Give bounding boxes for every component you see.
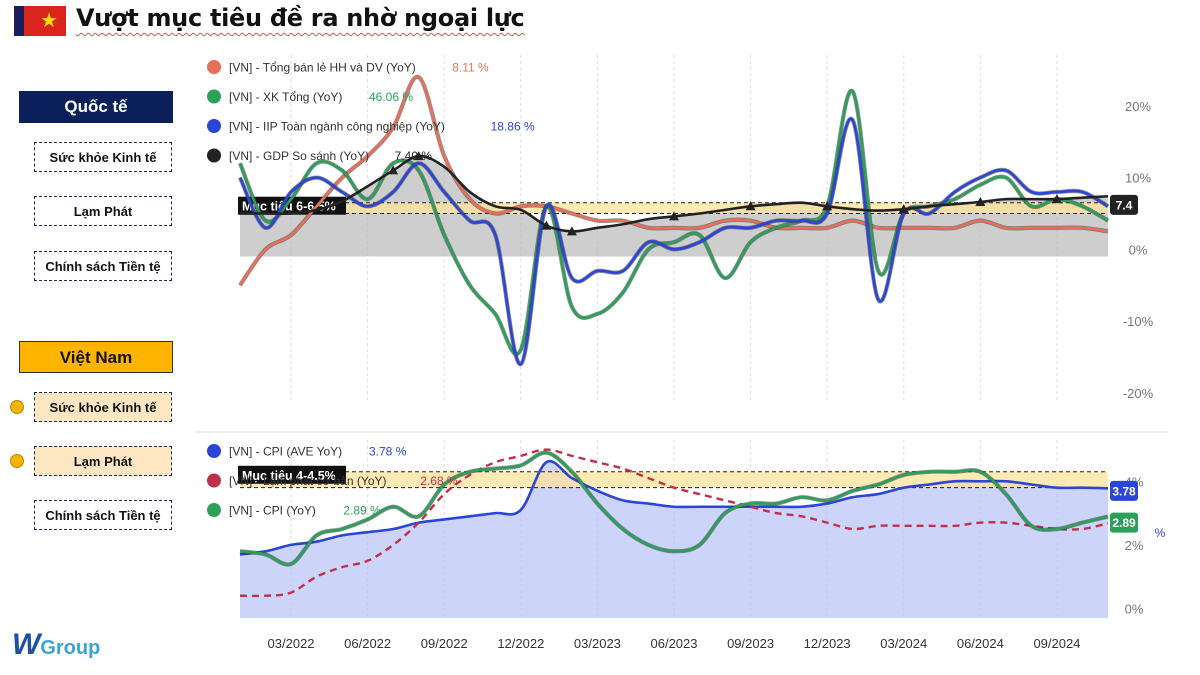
y-tick-label: 0% <box>1125 601 1144 616</box>
y-tick-label: 2% <box>1125 538 1144 553</box>
legend-value: 2.68 % <box>420 474 458 488</box>
series-area-fill <box>240 461 1108 618</box>
legend-label: [VN] - CPI (AVE YoY) <box>229 445 342 459</box>
legend-value: 46.06 % <box>369 90 413 104</box>
last-value-label: 3.78 <box>1110 480 1138 501</box>
gdp-marker <box>388 165 399 175</box>
x-tick-label: 03/2023 <box>574 636 621 651</box>
bullet-dot-icon <box>10 454 24 468</box>
gdp-marker <box>1051 194 1062 204</box>
x-tick-label: 03/2022 <box>268 636 315 651</box>
legend-marker <box>207 148 221 163</box>
x-tick-label: 12/2023 <box>804 636 851 651</box>
last-value-text: 3.78 <box>1112 484 1136 498</box>
series-line <box>239 448 1109 598</box>
gdp-marker <box>669 211 679 221</box>
chart-top-growth: 20%10%0%-10%-20%Mục tiêu 6-6.5% 7.4[VN] -… <box>207 60 1154 401</box>
legend-value: 18.86 % <box>491 120 535 134</box>
section-vietnam[interactable]: Việt Nam <box>19 341 173 373</box>
legend-label: [VN] - Lạm phát cơ bản (YoY) <box>229 474 387 488</box>
legend-value: 7.40 % <box>395 149 433 163</box>
x-tick-label: 09/2023 <box>727 636 774 651</box>
intl-monetary-policy-button[interactable]: Chính sách Tiền tệ <box>34 251 172 281</box>
target-band <box>240 202 1108 214</box>
chart-legend: [VN] - CPI (AVE YoY) 3.78 % [VN] - Lạm phá… <box>207 444 458 518</box>
last-value-bg <box>1110 512 1138 533</box>
target-label: Mục tiêu 4-4.5% <box>238 465 346 484</box>
series-line <box>238 75 1109 286</box>
gdp-marker <box>566 226 577 236</box>
intl-economic-health-button[interactable]: Sức khỏe Kinh tế <box>34 142 172 172</box>
wigroup-logo: WGroup <box>12 628 100 662</box>
target-label-bg <box>238 465 346 484</box>
legend-marker <box>207 503 221 517</box>
last-value-bg <box>1110 194 1138 215</box>
x-tick-label: 12/2022 <box>497 636 544 651</box>
legend-label: [VN] - GDP So sánh (YoY) <box>229 149 369 163</box>
legend-marker <box>207 89 221 104</box>
vn-inflation-button[interactable]: Lạm Phát <box>34 446 172 476</box>
gdp-marker <box>822 201 833 211</box>
legend-marker <box>207 60 221 74</box>
last-value-label: 7.4 <box>1110 194 1138 215</box>
gdp-marker <box>541 220 552 230</box>
series-line <box>239 451 1109 566</box>
vn-monetary-policy-button[interactable]: Chính sách Tiền tệ <box>34 500 172 530</box>
legend-marker <box>207 119 221 133</box>
flag-star-icon: ★ <box>40 10 58 32</box>
logo-text: Group <box>40 637 101 659</box>
last-value-text: 7.4 <box>1116 198 1133 212</box>
x-tick-label: 09/2022 <box>421 636 468 651</box>
x-tick-label: 06/2023 <box>651 636 698 651</box>
logo-mark: W <box>12 628 41 661</box>
page-title: Vượt mục tiêu đề ra nhờ ngoại lực <box>76 4 525 32</box>
bullet-dot-icon <box>10 400 24 414</box>
last-value-text: 2.89 <box>1112 516 1136 530</box>
y-tick-label: 20% <box>1125 99 1151 114</box>
intl-inflation-button[interactable]: Lạm Phát <box>34 196 172 226</box>
y-tick-label: -20% <box>1123 386 1154 401</box>
x-tick-label: 03/2024 <box>880 636 927 651</box>
gdp-marker <box>745 201 756 211</box>
vn-economic-health-button[interactable]: Sức khỏe Kinh tế <box>34 392 172 422</box>
gdp-marker <box>898 204 909 214</box>
legend-value: 2.89 % <box>343 504 381 518</box>
chart-bottom-inflation: 4%2%0%Mục tiêu 4-4.5%3.782.89[VN] - CPI … <box>207 444 1166 618</box>
target-label-text: Mục tiêu 4-4.5% <box>242 469 336 483</box>
legend-label: [VN] - XK Tổng (YoY) <box>229 90 342 104</box>
section-international[interactable]: Quốc tế <box>19 91 173 123</box>
legend-label: [VN] - Tổng bán lẻ HH và DV (YoY) <box>229 61 416 75</box>
x-tick-label: 06/2022 <box>344 636 391 651</box>
series-line <box>238 117 1109 366</box>
legend-label: [VN] - CPI (YoY) <box>229 504 316 518</box>
legend-label: [VN] - IIP Toàn ngành công nghiệp (YoY) <box>229 120 445 134</box>
last-value-label: 2.89 <box>1110 512 1138 533</box>
y-tick-label: 0% <box>1129 242 1148 257</box>
flag-stripe <box>14 6 24 36</box>
legend-value: 3.78 % <box>369 445 407 459</box>
gdp-marker <box>975 197 986 206</box>
legend-value: 8.11 % <box>452 61 489 75</box>
series-line <box>239 459 1109 556</box>
legend-marker <box>207 444 221 458</box>
last-value-bg <box>1110 480 1138 501</box>
y-tick-label: -10% <box>1123 314 1154 329</box>
x-tick-label: 06/2024 <box>957 636 1004 651</box>
y-tick-label: 10% <box>1125 171 1151 186</box>
x-tick-label: 09/2024 <box>1033 636 1080 651</box>
legend-marker <box>207 473 221 488</box>
chart-legend: [VN] - Tổng bán lẻ HH và DV (YoY) 8.11 % [… <box>207 60 535 163</box>
series-line <box>238 89 1109 356</box>
gdp-marker <box>413 151 424 161</box>
axis-unit-label: % <box>1155 526 1166 540</box>
